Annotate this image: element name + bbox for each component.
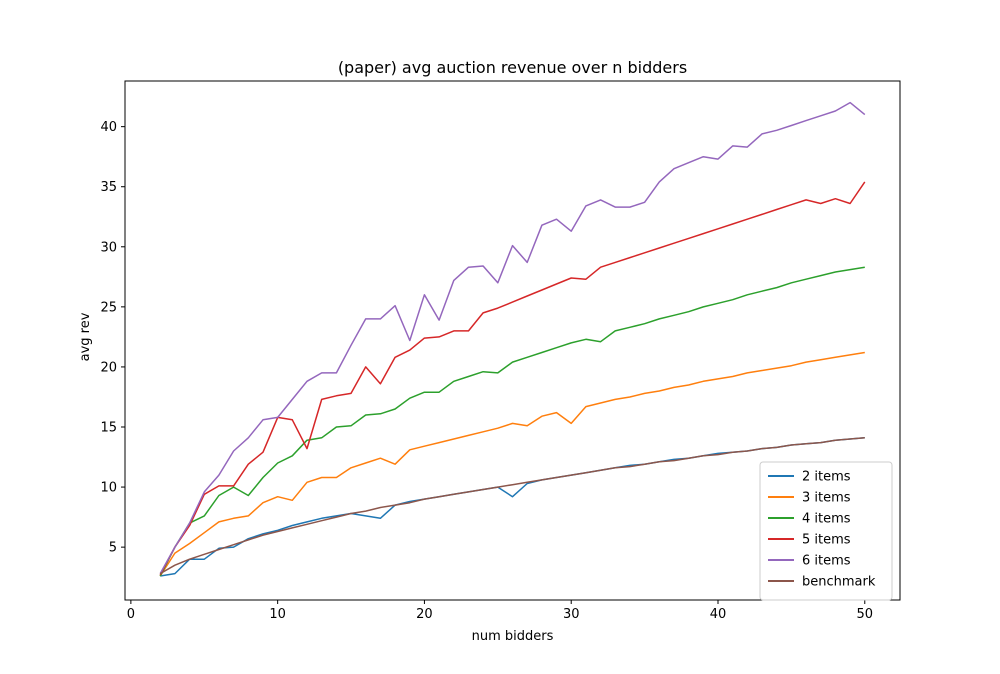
x-tick-label: 10 [269, 607, 286, 622]
series-line-6-items [159, 101, 866, 574]
legend: 2 items 3 items 4 items 5 items 6 items bench… [759, 461, 893, 601]
y-tick-label: 35 [100, 180, 117, 195]
x-tick-label: 0 [127, 607, 135, 622]
y-tick-label: 25 [100, 300, 117, 315]
x-axis-title: num bidders [472, 629, 554, 644]
y-axis-title: avg rev [78, 312, 93, 361]
series-line-4-items [159, 266, 865, 577]
y-tick-label: 5 [109, 541, 117, 556]
x-tick-label: 30 [563, 607, 580, 622]
legend-label-benchmark: benchmark [802, 575, 876, 590]
y-tick-label: 15 [100, 421, 117, 436]
y-axis: 5 10 15 20 25 30 35 40 [100, 120, 125, 556]
chart-title: (paper) avg auction revenue over n bidde… [338, 58, 687, 77]
x-tick-label: 50 [856, 607, 873, 622]
y-tick-label: 30 [100, 240, 117, 255]
x-tick-label: 40 [710, 607, 727, 622]
legend-label-2-items: 2 items [802, 470, 851, 485]
plot-frame [124, 80, 901, 601]
legend-label-3-items: 3 items [802, 491, 851, 506]
x-axis: 0 10 20 30 40 50 [127, 600, 873, 622]
legend-label-5-items: 5 items [802, 533, 851, 548]
legend-label-6-items: 6 items [802, 554, 851, 569]
series-line-3-items [159, 351, 865, 577]
legend-label-4-items: 4 items [802, 512, 851, 527]
y-tick-label: 40 [100, 120, 117, 135]
series-layer [159, 101, 866, 577]
y-tick-label: 10 [100, 481, 117, 496]
y-tick-label: 20 [100, 360, 117, 375]
series-line-benchmark [159, 437, 865, 575]
x-tick-label: 20 [416, 607, 433, 622]
